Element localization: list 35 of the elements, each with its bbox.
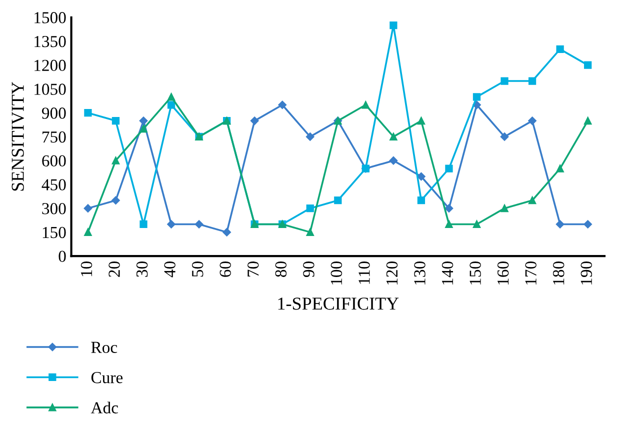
x-tick-label: 170 [525, 262, 536, 284]
legend-label: Roc [91, 342, 118, 354]
y-tick-label: 1350 [34, 36, 66, 48]
y-tick-label: 1500 [34, 12, 66, 24]
y-tick-label: 1050 [34, 84, 66, 95]
x-tick-label: 60 [220, 262, 231, 277]
x-tick-label: 150 [470, 262, 481, 284]
y-tick-label: 750 [42, 131, 66, 143]
x-tick-label: 30 [136, 262, 148, 277]
x-tick-label: 70 [248, 262, 259, 276]
x-tick-label: 190 [580, 262, 592, 284]
x-tick-label: 50 [192, 262, 204, 277]
y-tick-label: 150 [42, 226, 66, 238]
x-tick-label: 20 [108, 262, 120, 277]
y-tick-label: 450 [42, 179, 66, 190]
x-tick-label: 130 [414, 262, 426, 284]
x-tick-label: 120 [386, 262, 398, 284]
y-axis-title: SENSITIVITY [12, 82, 24, 191]
x-tick-label: 40 [164, 262, 176, 278]
legend-label: Cure [91, 372, 123, 384]
y-tick-label: 600 [42, 155, 66, 167]
x-tick-label: 80 [275, 262, 287, 277]
y-tick-label: 1200 [34, 60, 66, 72]
y-tick-label: 0 [58, 250, 66, 262]
x-tick-label: 100 [330, 262, 342, 284]
x-tick-label: 160 [497, 262, 509, 284]
x-tick-label: 10 [80, 262, 92, 276]
x-tick-label: 90 [303, 262, 314, 278]
y-tick-label: 300 [42, 203, 66, 214]
x-tick-label: 180 [552, 262, 564, 284]
y-tick-label: 900 [42, 108, 66, 119]
x-tick-label: 110 [358, 262, 370, 284]
x-axis-title: 1-SPECIFICITY [278, 298, 399, 310]
legend-label: Adc [90, 402, 118, 414]
x-tick-label: 140 [442, 262, 454, 284]
